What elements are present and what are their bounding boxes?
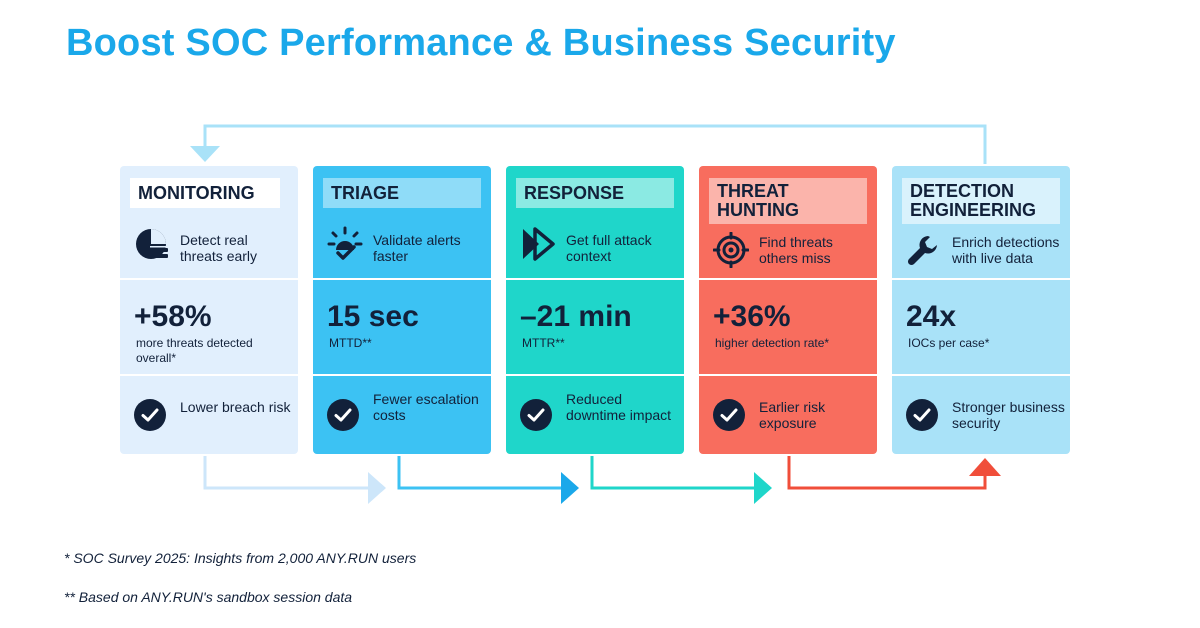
check-circle-icon [327,399,359,431]
result-text: Earlier risk exposure [759,399,826,431]
arrowhead-detection [969,458,1001,476]
card-threat-hunting: THREAT HUNTING Find threats others miss … [699,166,877,454]
footnote-sandbox: ** Based on ANY.RUN's sandbox session da… [64,589,353,605]
card-tag: MONITORING [130,178,280,208]
stat-value: +58% [134,300,212,333]
fast-forward-icon [523,227,555,261]
card-result: Earlier risk exposure [699,376,877,454]
stat-value: +36% [713,300,791,333]
card-header: TRIAGE Validate alerts faster [313,166,491,278]
card-stat: 15 sec MTTD** [313,280,491,374]
stat-value: 15 sec [327,300,419,333]
card-tag: TRIAGE [323,178,481,208]
connector-monitoring-triage [203,456,370,490]
page-title: Boost SOC Performance & Business Securit… [66,22,896,64]
result-text: Fewer escalation costs [373,391,479,423]
card-stat: –21 min MTTR** [506,280,684,374]
arrowhead-triage [368,472,386,504]
card-result: Lower breach risk [120,376,298,454]
connector-response-hunting [590,456,756,490]
card-header: DETECTION ENGINEERING Enrich detections … [892,166,1070,278]
loop-connector [203,124,987,164]
card-monitoring: MONITORING Detect real threats early +58… [120,166,298,454]
card-header: THREAT HUNTING Find threats others miss [699,166,877,278]
stat-label: MTTD** [329,336,372,350]
result-text: Lower breach risk [180,399,291,415]
card-stat: +58% more threats detected overall* [120,280,298,374]
stat-label: IOCs per case* [908,336,990,350]
card-result: Reduced downtime impact [506,376,684,454]
footnote-survey: * SOC Survey 2025: Insights from 2,000 A… [64,550,417,566]
card-header: MONITORING Detect real threats early [120,166,298,278]
card-stat: 24x IOCs per case* [892,280,1070,374]
card-function: Detect real threats early [180,232,258,264]
card-tag: DETECTION ENGINEERING [902,178,1060,224]
stat-label: more threats detected overall* [136,336,253,365]
card-function: Validate alerts faster [373,232,461,264]
stat-value: –21 min [520,300,632,333]
arrowhead-hunting [754,472,772,504]
result-text: Stronger business security [952,399,1065,431]
card-function: Find threats others miss [759,234,833,266]
check-circle-icon [134,399,166,431]
card-function: Enrich detections with live data [952,234,1060,266]
loop-arrowhead [190,146,220,162]
wrench-icon [907,236,937,266]
card-triage: TRIAGE Validate alerts faster 15 sec MTT… [313,166,491,454]
stat-value: 24x [906,300,957,333]
result-text: Reduced downtime impact [566,391,672,423]
stat-label: MTTR** [522,336,565,350]
card-stat: +36% higher detection rate* [699,280,877,374]
check-circle-icon [906,399,938,431]
check-circle-icon [520,399,552,431]
connector-triage-response [397,456,563,490]
sun-check-icon [327,226,363,260]
card-response: RESPONSE Get full attack context –21 min… [506,166,684,454]
card-function: Get full attack context [566,232,652,264]
arrowhead-response [561,472,579,504]
card-tag: RESPONSE [516,178,674,208]
card-detection-engineering: DETECTION ENGINEERING Enrich detections … [892,166,1070,454]
card-tag: THREAT HUNTING [709,178,867,224]
crosshair-icon [713,232,749,268]
radar-icon [136,229,170,259]
stat-label: higher detection rate* [715,336,830,350]
card-result: Stronger business security [892,376,1070,454]
connector-hunting-detection [787,456,987,490]
card-result: Fewer escalation costs [313,376,491,454]
card-header: RESPONSE Get full attack context [506,166,684,278]
check-circle-icon [713,399,745,431]
